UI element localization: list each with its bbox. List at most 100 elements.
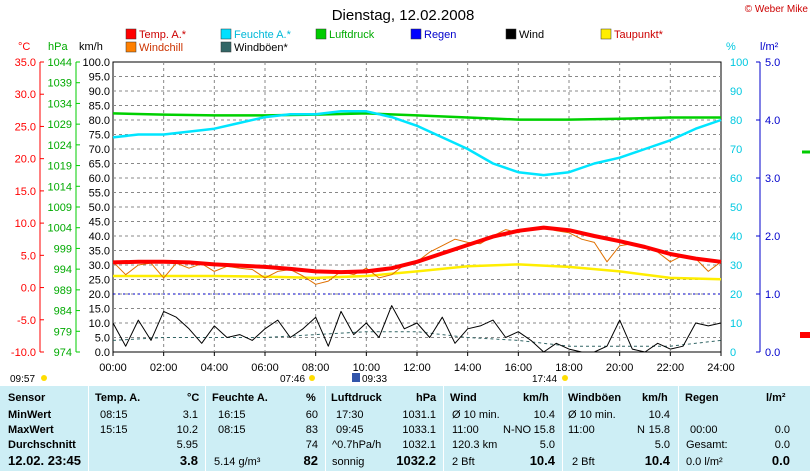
pressure-tick-label: 994 [54, 264, 72, 276]
temp-max-time: 15:15 [100, 424, 128, 436]
pressure-tick-label: 1014 [48, 181, 72, 193]
pressure-tick-label: 1019 [48, 161, 72, 173]
rain-total-label: Gesamt: [686, 439, 728, 451]
rain-current-label: 0.0 l/m² [686, 456, 723, 468]
wind-tick-label: 40.0 [89, 231, 110, 243]
row-label-current: 12.02. 23:45 [8, 453, 82, 468]
pressure-tick-label: 989 [54, 285, 72, 297]
legend-label: Windböen* [234, 42, 289, 54]
temp-tick-label: 5.0 [21, 250, 36, 262]
series-line-temp-a [112, 225, 722, 275]
press-max-value: 1033.1 [402, 424, 436, 436]
wind-tick-label: 90.0 [89, 86, 110, 98]
legend-label: Taupunkt* [614, 29, 664, 41]
sun-time-label: 07:46 [280, 374, 305, 385]
legend-label: Regen [424, 29, 456, 41]
x-tick-label: 12:00 [403, 362, 431, 374]
wind-tick-label: 100.0 [82, 57, 110, 69]
legend-swatch [410, 28, 422, 40]
x-tick-label: 02:00 [150, 362, 178, 374]
legend-swatch [315, 28, 327, 40]
x-tick-label: 08:00 [302, 362, 330, 374]
pressure-unit-label: hPa [48, 41, 68, 53]
temp-tick-label: 20.0 [15, 154, 36, 166]
gust-current-value: 10.4 [644, 453, 670, 468]
x-tick-label: 10:00 [353, 362, 381, 374]
hum-min-time: 16:15 [218, 409, 246, 421]
chart-title: Dienstag, 12.02.2008 [332, 7, 475, 24]
wind-max-value: 15.8 [533, 424, 555, 436]
humidity-tick-label: 40 [730, 231, 742, 243]
x-tick-label: 22:00 [657, 362, 685, 374]
gust-avg-label: Ø 10 min. [568, 409, 616, 421]
sunrise-time-label: 09:57 [10, 374, 35, 385]
rain-tick-label: 0.0 [765, 347, 780, 359]
copyright-text: © Weber Mike [745, 4, 809, 15]
header-rain: Regen [685, 392, 719, 404]
gust-day-avg: 5.0 [654, 439, 670, 451]
gust-avg-value: 10.4 [648, 409, 670, 421]
series-line-feuchte-a [112, 110, 722, 177]
series-line-taupunkt [113, 263, 722, 281]
wind-tick-label: 95.0 [89, 72, 110, 84]
wind-tick-label: 25.0 [89, 275, 110, 287]
wind-tick-label: 85.0 [89, 101, 110, 113]
rain-tick-label: 3.0 [765, 173, 780, 185]
legend-swatch [125, 41, 137, 53]
sunset-time-label: 17:44 [532, 374, 557, 385]
axis-unit-labels: °C hPa km/h % l/m² [18, 41, 779, 53]
rain-tick-label: 5.0 [765, 57, 780, 69]
legend-swatch [505, 28, 517, 40]
temp-current-value: 3.8 [179, 453, 198, 468]
wind-tick-label: 55.0 [89, 188, 110, 200]
wind-max-time: 11:00 [452, 424, 479, 436]
wind-tick-label: 0.0 [95, 347, 110, 359]
chart-legend: Temp. A.* Feuchte A.* Luftdruck Regen Wind Ta… [125, 28, 664, 54]
wind-tick-label: 15.0 [89, 304, 110, 316]
wind-day-avg: 5.0 [539, 439, 555, 451]
hum-avg-value: 74 [305, 439, 318, 451]
humidity-tick-label: 60 [730, 173, 742, 185]
wind-tick-label: 35.0 [89, 246, 110, 258]
gust-max-value: 15.8 [648, 424, 670, 436]
press-min-time: 17:30 [336, 409, 364, 421]
press-state: sonnig [332, 456, 365, 468]
series-line-luftdruck [112, 112, 721, 121]
press-current-value: 1032.2 [396, 453, 436, 468]
humidity-tick-label: 10 [730, 318, 742, 330]
header-gust: Windböen [568, 392, 622, 404]
hum-current-value: 82 [303, 453, 318, 468]
humidity-tick-label: 100 [730, 57, 748, 69]
wind-tick-label: 65.0 [89, 159, 110, 171]
row-label-avg: Durchschnitt [8, 439, 76, 451]
header-gust-unit: km/h [642, 392, 668, 404]
moon-icon [352, 373, 360, 382]
wind-tick-label: 10.0 [89, 318, 110, 330]
summary-table: Sensor Temp. A. °C Feuchte A. % Luftdruc… [0, 386, 810, 471]
pressure-tick-label: 1024 [48, 140, 72, 152]
wind-tick-label: 70.0 [89, 144, 110, 156]
legend-label: Luftdruck [329, 29, 375, 41]
temp-avg-value: 5.95 [176, 439, 198, 451]
header-temp-unit: °C [187, 392, 200, 404]
press-max-time: 09:45 [336, 424, 364, 436]
wind-beaufort: 2 Bft [452, 456, 475, 468]
humidity-tick-label: 0 [730, 347, 736, 359]
rain-total-value: 0.0 [774, 439, 790, 451]
header-wind-unit: km/h [523, 392, 549, 404]
wind-tick-label: 75.0 [89, 130, 110, 142]
legend-swatch [220, 28, 232, 40]
temp-tick-label: 15.0 [15, 186, 36, 198]
temp-tick-label: -10.0 [11, 347, 36, 359]
header-humidity-unit: % [306, 392, 316, 404]
wind-avg-value: 10.4 [533, 409, 555, 421]
row-label-min: MinWert [8, 409, 52, 421]
x-tick-label: 16:00 [505, 362, 533, 374]
rain-current-value: 0.0 [771, 453, 790, 468]
temp-tick-label: 35.0 [15, 57, 36, 69]
rain-max-value: 0.0 [774, 424, 790, 436]
hum-absolute-value: 5.14 g/m³ [214, 456, 261, 468]
header-pressure: Luftdruck [331, 392, 382, 404]
x-tick-label: 24:00 [707, 362, 735, 374]
pressure-tick-label: 1044 [48, 57, 72, 69]
